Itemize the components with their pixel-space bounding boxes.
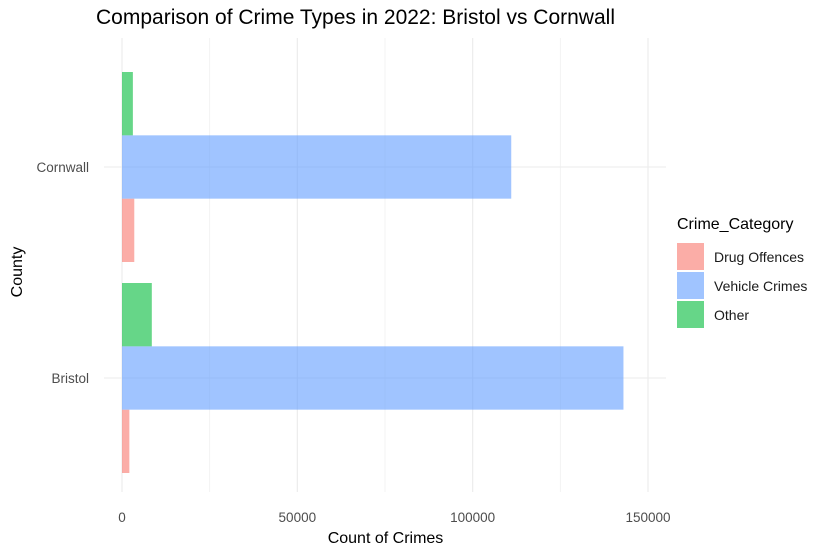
chart-title: Comparison of Crime Types in 2022: Brist… [96,6,615,29]
bar-vehicle-crimes-bristol [122,346,624,410]
legend-label: Other [714,306,750,323]
legend: Crime_Category Drug Offences Vehicle Crim… [677,216,807,329]
bar-drug-offences-cornwall [122,198,135,262]
x-tick-label: 50000 [279,510,317,525]
legend-label: Vehicle Crimes [714,277,808,294]
x-tick-label: 150000 [625,510,670,525]
x-axis-title: Count of Crimes [327,530,444,547]
bar-other-bristol [122,283,152,347]
y-tick-label: Cornwall [36,160,89,175]
legend-swatch [677,301,704,328]
x-tick-label: 100000 [450,510,495,525]
legend-item: Vehicle Crimes [677,271,807,300]
legend-title: Crime_Category [677,216,794,233]
legend-label: Drug Offences [714,248,805,265]
y-tick-label: Bristol [51,371,89,386]
legend-swatch [677,243,704,270]
x-tick-label: 0 [118,510,126,525]
legend-item: Drug Offences [677,242,807,271]
legend-item: Other [677,300,807,329]
legend-swatch [677,272,704,299]
bar-other-cornwall [122,72,133,136]
bar-vehicle-crimes-cornwall [122,135,512,199]
y-axis-title: County [9,246,26,298]
bar-drug-offences-bristol [122,409,130,473]
